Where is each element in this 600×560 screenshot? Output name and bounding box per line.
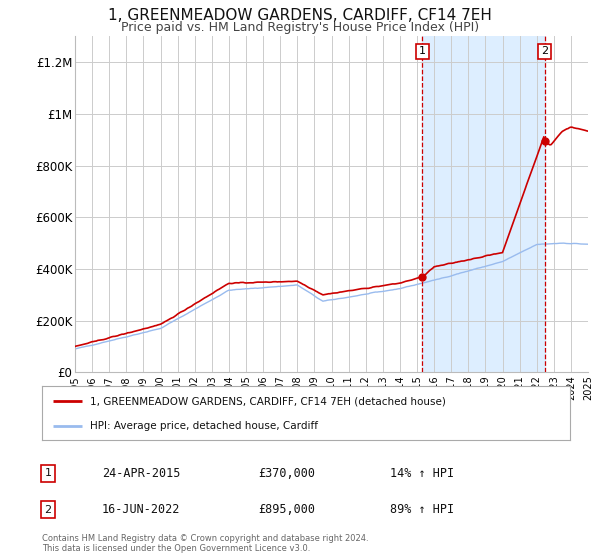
Text: 1: 1 bbox=[419, 46, 426, 57]
Text: 2: 2 bbox=[541, 46, 548, 57]
Text: 2: 2 bbox=[44, 505, 52, 515]
Text: 16-JUN-2022: 16-JUN-2022 bbox=[102, 503, 181, 516]
Text: 24-APR-2015: 24-APR-2015 bbox=[102, 466, 181, 480]
Bar bbox=[422, 36, 545, 372]
Text: £895,000: £895,000 bbox=[258, 503, 315, 516]
Text: £370,000: £370,000 bbox=[258, 466, 315, 480]
Text: 1, GREENMEADOW GARDENS, CARDIFF, CF14 7EH: 1, GREENMEADOW GARDENS, CARDIFF, CF14 7E… bbox=[108, 8, 492, 24]
Text: 89% ↑ HPI: 89% ↑ HPI bbox=[390, 503, 454, 516]
Text: 14% ↑ HPI: 14% ↑ HPI bbox=[390, 466, 454, 480]
Text: Price paid vs. HM Land Registry's House Price Index (HPI): Price paid vs. HM Land Registry's House … bbox=[121, 21, 479, 34]
Text: HPI: Average price, detached house, Cardiff: HPI: Average price, detached house, Card… bbox=[89, 421, 317, 431]
Text: Contains HM Land Registry data © Crown copyright and database right 2024.
This d: Contains HM Land Registry data © Crown c… bbox=[42, 534, 368, 553]
Text: 1, GREENMEADOW GARDENS, CARDIFF, CF14 7EH (detached house): 1, GREENMEADOW GARDENS, CARDIFF, CF14 7E… bbox=[89, 396, 445, 407]
Text: 1: 1 bbox=[44, 468, 52, 478]
